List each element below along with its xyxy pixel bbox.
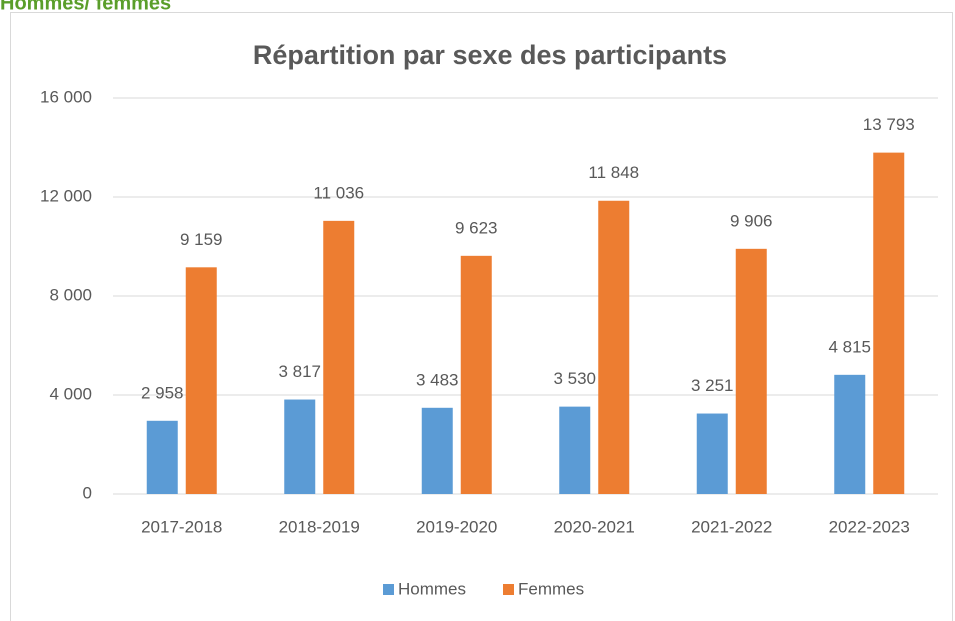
y-tick-label: 8 000 xyxy=(49,285,92,304)
legend-label: Femmes xyxy=(518,579,584,598)
section-heading: Hommes/ femmes xyxy=(0,0,171,14)
data-label: 3 251 xyxy=(691,376,734,395)
data-label: 2 958 xyxy=(141,383,184,402)
x-tick-label: 2018-2019 xyxy=(279,517,360,536)
bar xyxy=(146,420,178,494)
bar xyxy=(735,248,767,494)
bar xyxy=(323,220,355,494)
chart-title: Répartition par sexe des participants xyxy=(253,40,727,70)
bar xyxy=(873,152,905,495)
y-tick-label: 4 000 xyxy=(49,384,92,403)
data-label: 9 906 xyxy=(730,211,773,230)
x-tick-label: 2017-2018 xyxy=(141,517,222,536)
data-label: 9 623 xyxy=(455,218,498,237)
y-tick-label: 16 000 xyxy=(40,87,92,106)
data-label: 13 793 xyxy=(863,115,915,134)
x-tick-label: 2020-2021 xyxy=(554,517,635,536)
x-tick-label: 2021-2022 xyxy=(691,517,772,536)
data-label: 3 817 xyxy=(278,362,321,381)
data-label: 3 483 xyxy=(416,370,459,389)
bar xyxy=(421,407,453,494)
bar xyxy=(834,374,866,494)
data-label: 9 159 xyxy=(180,230,223,249)
bar xyxy=(559,406,591,494)
chart-border xyxy=(10,12,953,621)
data-label: 3 530 xyxy=(553,369,596,388)
y-tick-label: 0 xyxy=(83,483,92,502)
bar xyxy=(696,413,728,494)
bar xyxy=(284,399,316,494)
legend-label: Hommes xyxy=(398,579,466,598)
bar xyxy=(460,255,492,494)
x-tick-label: 2019-2020 xyxy=(416,517,497,536)
data-label: 11 036 xyxy=(313,183,364,202)
data-label: 4 815 xyxy=(828,337,871,356)
legend-swatch xyxy=(503,584,514,595)
bar xyxy=(598,200,630,494)
y-tick-label: 12 000 xyxy=(40,186,92,205)
bar xyxy=(185,267,217,494)
legend-swatch xyxy=(383,584,394,595)
x-tick-label: 2022-2023 xyxy=(829,517,910,536)
data-label: 11 848 xyxy=(588,163,639,182)
